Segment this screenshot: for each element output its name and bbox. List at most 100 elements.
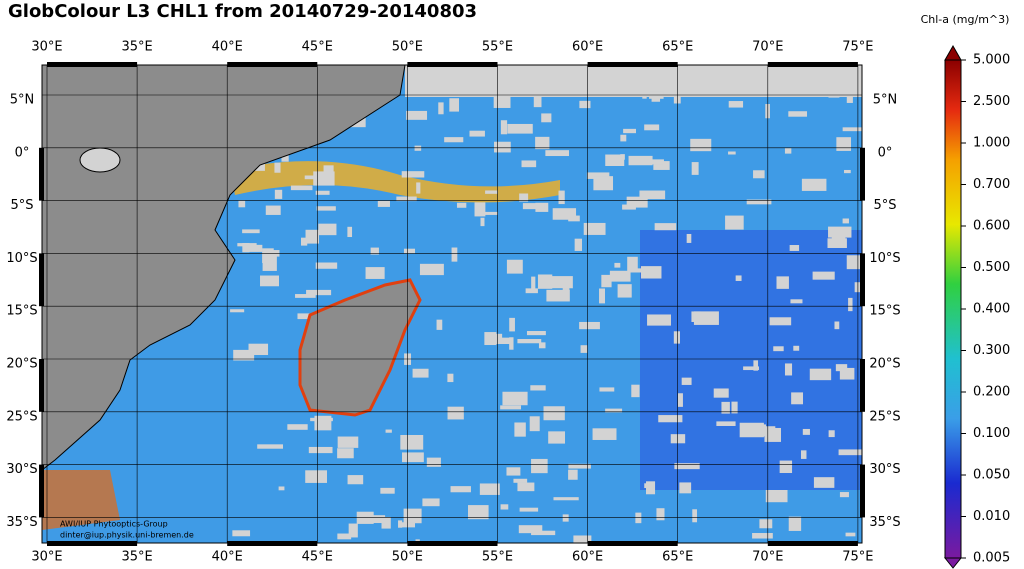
cloud-patch bbox=[545, 150, 570, 157]
cloud-patch bbox=[848, 297, 853, 312]
cloud-patch bbox=[257, 444, 284, 449]
cloud-patch bbox=[493, 95, 511, 108]
map-area bbox=[42, 65, 862, 543]
cloud-patch bbox=[541, 113, 552, 123]
lon-label: 60°E bbox=[572, 40, 603, 55]
cloud-patch bbox=[522, 203, 545, 210]
colorbar-label: 0.500 bbox=[973, 260, 1010, 275]
cloud-patch bbox=[412, 368, 429, 378]
cloud-patch bbox=[716, 421, 736, 426]
lon-label: 70°E bbox=[752, 550, 783, 565]
cloud-patch bbox=[526, 331, 546, 336]
map-title: GlobColour L3 CHL1 from 20140729-2014080… bbox=[8, 1, 477, 22]
cloud-patch bbox=[842, 218, 849, 224]
cloud-patch bbox=[265, 205, 281, 215]
colorbar-label: 1.000 bbox=[973, 136, 1010, 151]
cloud-patch bbox=[385, 429, 392, 433]
cloud-patch bbox=[626, 196, 648, 208]
cloud-patch bbox=[548, 431, 566, 444]
cloud-patch bbox=[509, 337, 514, 350]
cloud-patch bbox=[620, 134, 627, 142]
cloud-patch bbox=[456, 202, 467, 208]
cloud-patch bbox=[484, 332, 497, 346]
cloud-patch bbox=[377, 200, 390, 207]
frame-bar bbox=[587, 541, 678, 546]
cloud-patch bbox=[500, 120, 508, 135]
colorbar-labels: 5.000 2.500 1.000 0.700 0.600 0.500 0.400 0.300… bbox=[961, 53, 1010, 566]
cloud-patch bbox=[828, 90, 840, 98]
frame-bar bbox=[860, 359, 865, 412]
cloud-patch bbox=[300, 237, 308, 246]
cloud-patch bbox=[580, 345, 588, 353]
cloud-patch bbox=[248, 343, 269, 356]
lat-label: 5°S bbox=[10, 198, 33, 213]
cloud-patch bbox=[402, 452, 424, 463]
cloud-patch bbox=[674, 463, 700, 470]
cloud-patch bbox=[365, 267, 385, 279]
frame-bar bbox=[39, 147, 44, 201]
cloud-patch bbox=[813, 477, 835, 488]
cloud-patch bbox=[451, 247, 458, 262]
cloud-patch bbox=[574, 238, 583, 251]
cloud-patch bbox=[784, 148, 792, 154]
cloud-patch bbox=[337, 448, 354, 459]
no-data bbox=[405, 65, 862, 97]
cloud-patch bbox=[315, 262, 338, 269]
cloud-patch bbox=[373, 515, 386, 524]
lat-label: 35°S bbox=[6, 515, 37, 530]
cloud-patch bbox=[784, 363, 793, 376]
cloud-patch bbox=[629, 268, 652, 273]
cloud-patch bbox=[773, 346, 784, 352]
lon-label: 35°E bbox=[121, 550, 152, 565]
cloud-patch bbox=[500, 504, 509, 510]
cloud-patch bbox=[839, 367, 855, 380]
cloud-patch bbox=[262, 248, 274, 264]
colorbar-label: 5.000 bbox=[973, 53, 1010, 68]
cloud-patch bbox=[297, 313, 311, 320]
cloud-patch bbox=[844, 169, 851, 174]
madagascar bbox=[298, 278, 422, 417]
cloud-patch bbox=[673, 331, 680, 344]
cloud-patch bbox=[793, 345, 800, 351]
lon-label: 40°E bbox=[212, 550, 243, 565]
frame-bar bbox=[39, 464, 44, 518]
cloud-patch bbox=[347, 226, 353, 238]
lon-label: 55°E bbox=[482, 40, 513, 55]
lon-label: 75°E bbox=[842, 550, 873, 565]
cloud-patch bbox=[306, 289, 332, 296]
colorbar-label: 0.200 bbox=[973, 385, 1010, 400]
lat-label: 10°S bbox=[869, 251, 900, 266]
cloud-patch bbox=[691, 162, 699, 175]
cloud-patch bbox=[281, 154, 289, 162]
cloud-patch bbox=[725, 215, 744, 230]
cloud-patch bbox=[686, 233, 692, 243]
cloud-patch bbox=[518, 525, 543, 534]
cloud-patch bbox=[304, 175, 316, 180]
cloud-patch bbox=[380, 487, 395, 494]
lat-label: 20°S bbox=[6, 357, 37, 372]
frame-bar bbox=[39, 253, 44, 307]
cloud-patch bbox=[519, 193, 529, 202]
cloud-patch bbox=[835, 364, 848, 372]
cloud-patch bbox=[579, 100, 591, 109]
cloud-patch bbox=[731, 401, 738, 414]
frame-bar bbox=[587, 62, 678, 67]
cloud-patch bbox=[713, 388, 729, 398]
cloud-patch bbox=[513, 478, 528, 483]
cloud-patch bbox=[779, 460, 793, 474]
cloud-patch bbox=[592, 428, 617, 440]
cloud-patch bbox=[586, 172, 610, 179]
colorbar-label: 0.700 bbox=[973, 177, 1010, 192]
cloud-patch bbox=[313, 171, 335, 186]
credit: AWI/IUP Phytooptics-Group bbox=[60, 520, 168, 529]
cloud-patch bbox=[449, 98, 460, 112]
cloud-patch bbox=[599, 288, 606, 304]
cloud-patch bbox=[759, 519, 773, 529]
cloud-patch bbox=[756, 426, 776, 437]
colorbar-label: 0.600 bbox=[973, 219, 1010, 234]
cloud-patch bbox=[631, 384, 640, 398]
cloud-patch bbox=[681, 377, 692, 385]
cloud-patch bbox=[308, 446, 333, 454]
cloud-patch bbox=[509, 317, 515, 332]
cloud-patch bbox=[242, 242, 250, 253]
